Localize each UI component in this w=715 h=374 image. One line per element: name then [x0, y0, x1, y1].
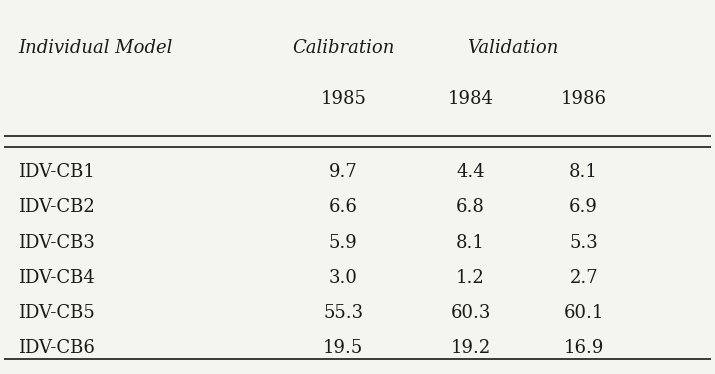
Text: 4.4: 4.4 — [456, 163, 485, 181]
Text: 5.9: 5.9 — [329, 234, 358, 252]
Text: IDV-CB3: IDV-CB3 — [19, 234, 95, 252]
Text: 60.3: 60.3 — [450, 304, 490, 322]
Text: 16.9: 16.9 — [563, 339, 604, 357]
Text: 60.1: 60.1 — [563, 304, 604, 322]
Text: IDV-CB2: IDV-CB2 — [19, 199, 95, 217]
Text: 6.8: 6.8 — [456, 199, 485, 217]
Text: 6.9: 6.9 — [569, 199, 598, 217]
Text: 9.7: 9.7 — [329, 163, 358, 181]
Text: 1984: 1984 — [448, 90, 493, 108]
Text: 1985: 1985 — [320, 90, 366, 108]
Text: Validation: Validation — [468, 39, 558, 57]
Text: IDV-CB6: IDV-CB6 — [19, 339, 95, 357]
Text: Calibration: Calibration — [292, 39, 395, 57]
Text: IDV-CB4: IDV-CB4 — [19, 269, 95, 287]
Text: 1986: 1986 — [561, 90, 606, 108]
Text: 5.3: 5.3 — [569, 234, 598, 252]
Text: 1.2: 1.2 — [456, 269, 485, 287]
Text: 8.1: 8.1 — [569, 163, 598, 181]
Text: 55.3: 55.3 — [323, 304, 363, 322]
Text: IDV-CB1: IDV-CB1 — [19, 163, 95, 181]
Text: IDV-CB5: IDV-CB5 — [19, 304, 95, 322]
Text: 19.2: 19.2 — [450, 339, 490, 357]
Text: 6.6: 6.6 — [329, 199, 358, 217]
Text: 3.0: 3.0 — [329, 269, 358, 287]
Text: Individual Model: Individual Model — [19, 39, 173, 57]
Text: 8.1: 8.1 — [456, 234, 485, 252]
Text: 19.5: 19.5 — [323, 339, 363, 357]
Text: 2.7: 2.7 — [569, 269, 598, 287]
